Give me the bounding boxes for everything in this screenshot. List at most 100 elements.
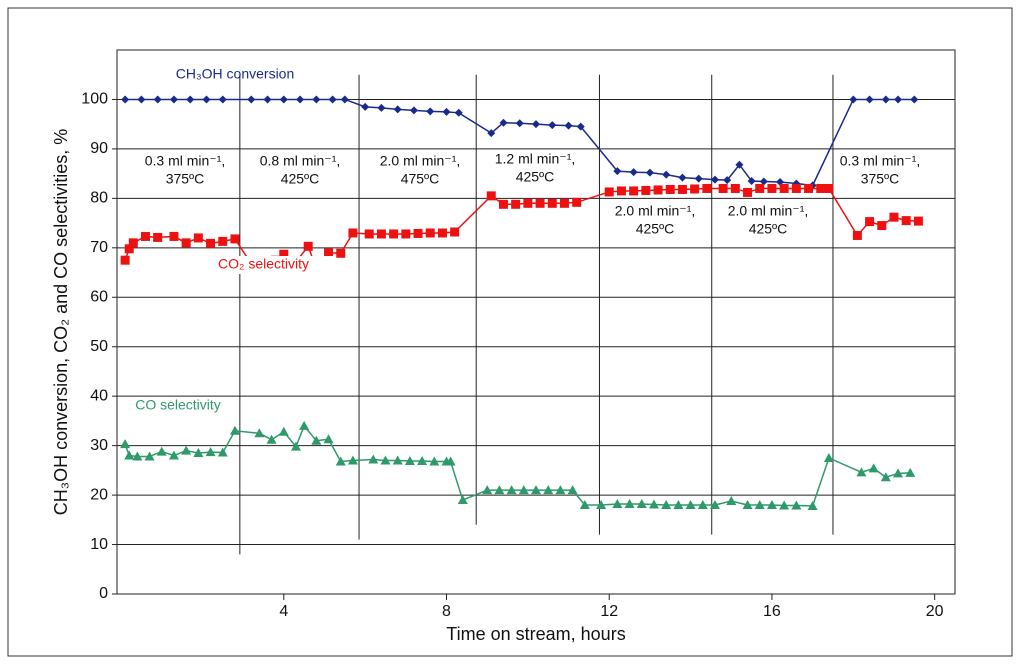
point <box>677 184 687 194</box>
point <box>303 241 313 251</box>
point <box>613 167 622 176</box>
series-label: CO selectivity <box>135 397 221 413</box>
y-tick-label: 90 <box>90 140 108 157</box>
point <box>596 499 607 509</box>
point <box>128 238 138 248</box>
point <box>779 500 790 510</box>
point <box>153 95 162 104</box>
point <box>816 183 826 193</box>
point <box>156 446 167 456</box>
point <box>901 216 911 226</box>
point <box>723 176 732 185</box>
point <box>889 212 899 222</box>
point <box>364 229 374 239</box>
x-tick-label: 4 <box>279 603 288 620</box>
point <box>376 229 386 239</box>
point <box>653 185 663 195</box>
point <box>747 177 756 186</box>
point <box>730 183 740 193</box>
condition-label: 0.3 ml min⁻¹, <box>840 153 921 169</box>
point <box>791 183 801 193</box>
point <box>290 441 301 451</box>
point <box>702 183 712 193</box>
y-tick-label: 10 <box>90 536 108 553</box>
point <box>856 467 867 477</box>
point <box>442 107 451 116</box>
point <box>905 467 916 477</box>
point <box>299 420 310 430</box>
point <box>535 198 545 208</box>
point <box>140 231 150 241</box>
point <box>629 186 639 196</box>
point <box>186 95 195 104</box>
condition-label: 425ºC <box>516 169 555 185</box>
point <box>624 498 635 508</box>
point <box>263 95 272 104</box>
point <box>881 95 890 104</box>
point <box>392 455 403 465</box>
point <box>124 450 135 460</box>
point <box>193 233 203 243</box>
point <box>499 118 508 127</box>
series-label: CH₃OH conversion <box>176 66 295 82</box>
point <box>564 121 573 130</box>
x-tick-label: 20 <box>926 603 944 620</box>
point <box>515 119 524 128</box>
point <box>361 102 370 111</box>
y-tick-label: 0 <box>99 585 108 602</box>
point <box>894 95 903 104</box>
point <box>673 499 684 509</box>
point <box>709 499 720 509</box>
point <box>547 198 557 208</box>
point <box>202 95 211 104</box>
point <box>662 170 671 179</box>
point <box>279 249 289 259</box>
condition-label: 1.2 ml min⁻¹, <box>495 151 576 167</box>
condition-label: 2.0 ml min⁻¹, <box>615 203 696 219</box>
y-tick-label: 100 <box>81 91 108 108</box>
point <box>169 95 178 104</box>
point <box>389 229 399 239</box>
point <box>230 234 240 244</box>
y-tick-label: 30 <box>90 437 108 454</box>
point <box>404 455 415 465</box>
frame <box>7 7 1013 657</box>
point <box>567 485 578 495</box>
point <box>348 228 358 238</box>
y-tick-label: 50 <box>90 338 108 355</box>
point <box>868 463 879 473</box>
condition-label: 0.8 ml min⁻¹, <box>260 153 341 169</box>
point <box>380 455 391 465</box>
point <box>641 185 651 195</box>
y-tick-label: 40 <box>90 387 108 404</box>
point <box>482 485 493 495</box>
label-bg <box>216 256 336 274</box>
point <box>401 229 411 239</box>
point <box>697 499 708 509</box>
condition-label: 375ºC <box>861 171 900 187</box>
point <box>531 485 541 495</box>
point <box>279 95 288 104</box>
point <box>767 183 777 193</box>
point <box>518 485 529 495</box>
condition-label: 425ºC <box>636 221 675 237</box>
point <box>206 238 216 248</box>
point <box>425 228 435 238</box>
point <box>791 500 802 510</box>
point <box>807 500 818 510</box>
point <box>417 455 428 465</box>
point <box>543 485 554 495</box>
point <box>347 455 358 465</box>
point <box>278 426 289 436</box>
point <box>429 456 440 466</box>
point <box>181 238 191 248</box>
point <box>486 191 496 201</box>
y-axis-label: CH₃OH conversion, CO₂ and CO selectiviti… <box>51 129 71 515</box>
point <box>312 95 321 104</box>
point <box>137 95 146 104</box>
point <box>168 450 179 460</box>
y-tick-label: 60 <box>90 288 108 305</box>
x-axis-label: Time on stream, hours <box>446 624 625 644</box>
